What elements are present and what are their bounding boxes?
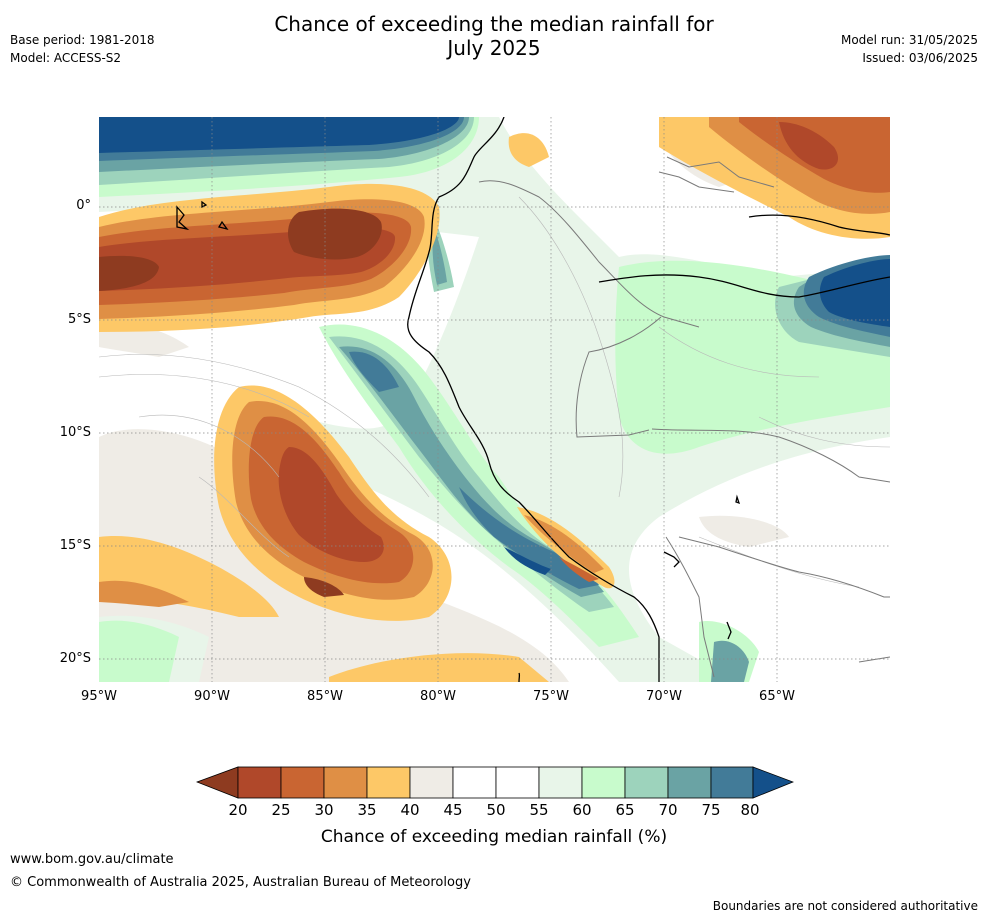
lon-label-70w: 70°W — [646, 689, 682, 704]
model-info: Base period: 1981-2018 Model: ACCESS-S2 — [10, 31, 155, 67]
colorbar-tick-55: 55 — [529, 801, 549, 819]
colorbar-tick-80: 80 — [740, 801, 760, 819]
footer-url-link[interactable]: www.bom.gov.au/climate — [10, 852, 174, 867]
colorbar-swatch-below-20 — [196, 766, 239, 799]
colorbar-swatch-above-80 — [752, 766, 794, 799]
issued-text: Issued: 03/06/2025 — [862, 51, 978, 65]
colorbar-tick-75: 75 — [701, 801, 721, 819]
colorbar-tick-35: 35 — [357, 801, 377, 819]
colorbar-swatch-55-60 — [538, 766, 583, 799]
lat-label-10s: 10°S — [59, 425, 91, 440]
contour-lines — [99, 196, 890, 588]
coastline — [176, 117, 890, 682]
colorbar-swatch-45-50 — [452, 766, 497, 799]
colorbar-tick-70: 70 — [658, 801, 678, 819]
lat-label-15s: 15°S — [59, 538, 91, 553]
rainfall-map-svg — [99, 117, 890, 682]
colorbar-label: Chance of exceeding median rainfall (%) — [320, 827, 668, 847]
country-borders — [478, 156, 890, 678]
colorbar-swatch-65-70 — [624, 766, 669, 799]
lon-label-75w: 75°W — [533, 689, 569, 704]
title-line-2: July 2025 — [447, 36, 541, 60]
colorbar-tick-25: 25 — [271, 801, 291, 819]
colorbar-tick-40: 40 — [400, 801, 420, 819]
lon-label-65w: 65°W — [759, 689, 795, 704]
lat-label-5s: 5°S — [67, 312, 91, 327]
lat-label-20s: 20°S — [59, 651, 91, 666]
band-below-20 — [99, 208, 382, 597]
colorbar-tick-50: 50 — [486, 801, 506, 819]
colorbar-swatch-20-25 — [237, 766, 282, 799]
colorbar-swatch-40-45 — [409, 766, 454, 799]
colorbar-swatch-50-55 — [495, 766, 540, 799]
colorbar-tick-60: 60 — [572, 801, 592, 819]
colorbar-swatch-60-65 — [581, 766, 626, 799]
colorbar-swatch-75-80 — [710, 766, 754, 799]
colorbar-tick-65: 65 — [615, 801, 635, 819]
lon-label-90w: 90°W — [194, 689, 230, 704]
colorbar — [196, 766, 794, 799]
run-info: Model run: 31/05/2025 Issued: 03/06/2025 — [841, 31, 978, 67]
footer-disclaimer: Boundaries are not considered authoritat… — [712, 899, 978, 913]
colorbar-swatch-25-30 — [280, 766, 325, 799]
lon-label-80w: 80°W — [420, 689, 456, 704]
base-period-text: Base period: 1981-2018 — [10, 33, 155, 47]
footer-copyright: © Commonwealth of Australia 2025, Austra… — [10, 875, 471, 890]
colorbar-swatch-70-75 — [667, 766, 712, 799]
colorbar-tick-20: 20 — [228, 801, 248, 819]
colorbar-tick-45: 45 — [443, 801, 463, 819]
lon-label-95w: 95°W — [81, 689, 117, 704]
colorbar-tick-30: 30 — [314, 801, 334, 819]
map-title: Chance of exceeding the median rainfall … — [0, 12, 988, 60]
band-above-80 — [99, 117, 890, 575]
model-text: Model: ACCESS-S2 — [10, 51, 122, 65]
rainfall-map[interactable] — [99, 117, 890, 682]
colorbar-swatch-30-35 — [323, 766, 368, 799]
colorbar-swatch-35-40 — [366, 766, 411, 799]
model-run-text: Model run: 31/05/2025 — [840, 33, 978, 47]
title-line-1: Chance of exceeding the median rainfall … — [274, 12, 714, 36]
lon-label-85w: 85°W — [307, 689, 343, 704]
lat-label-0: 0° — [76, 198, 91, 213]
